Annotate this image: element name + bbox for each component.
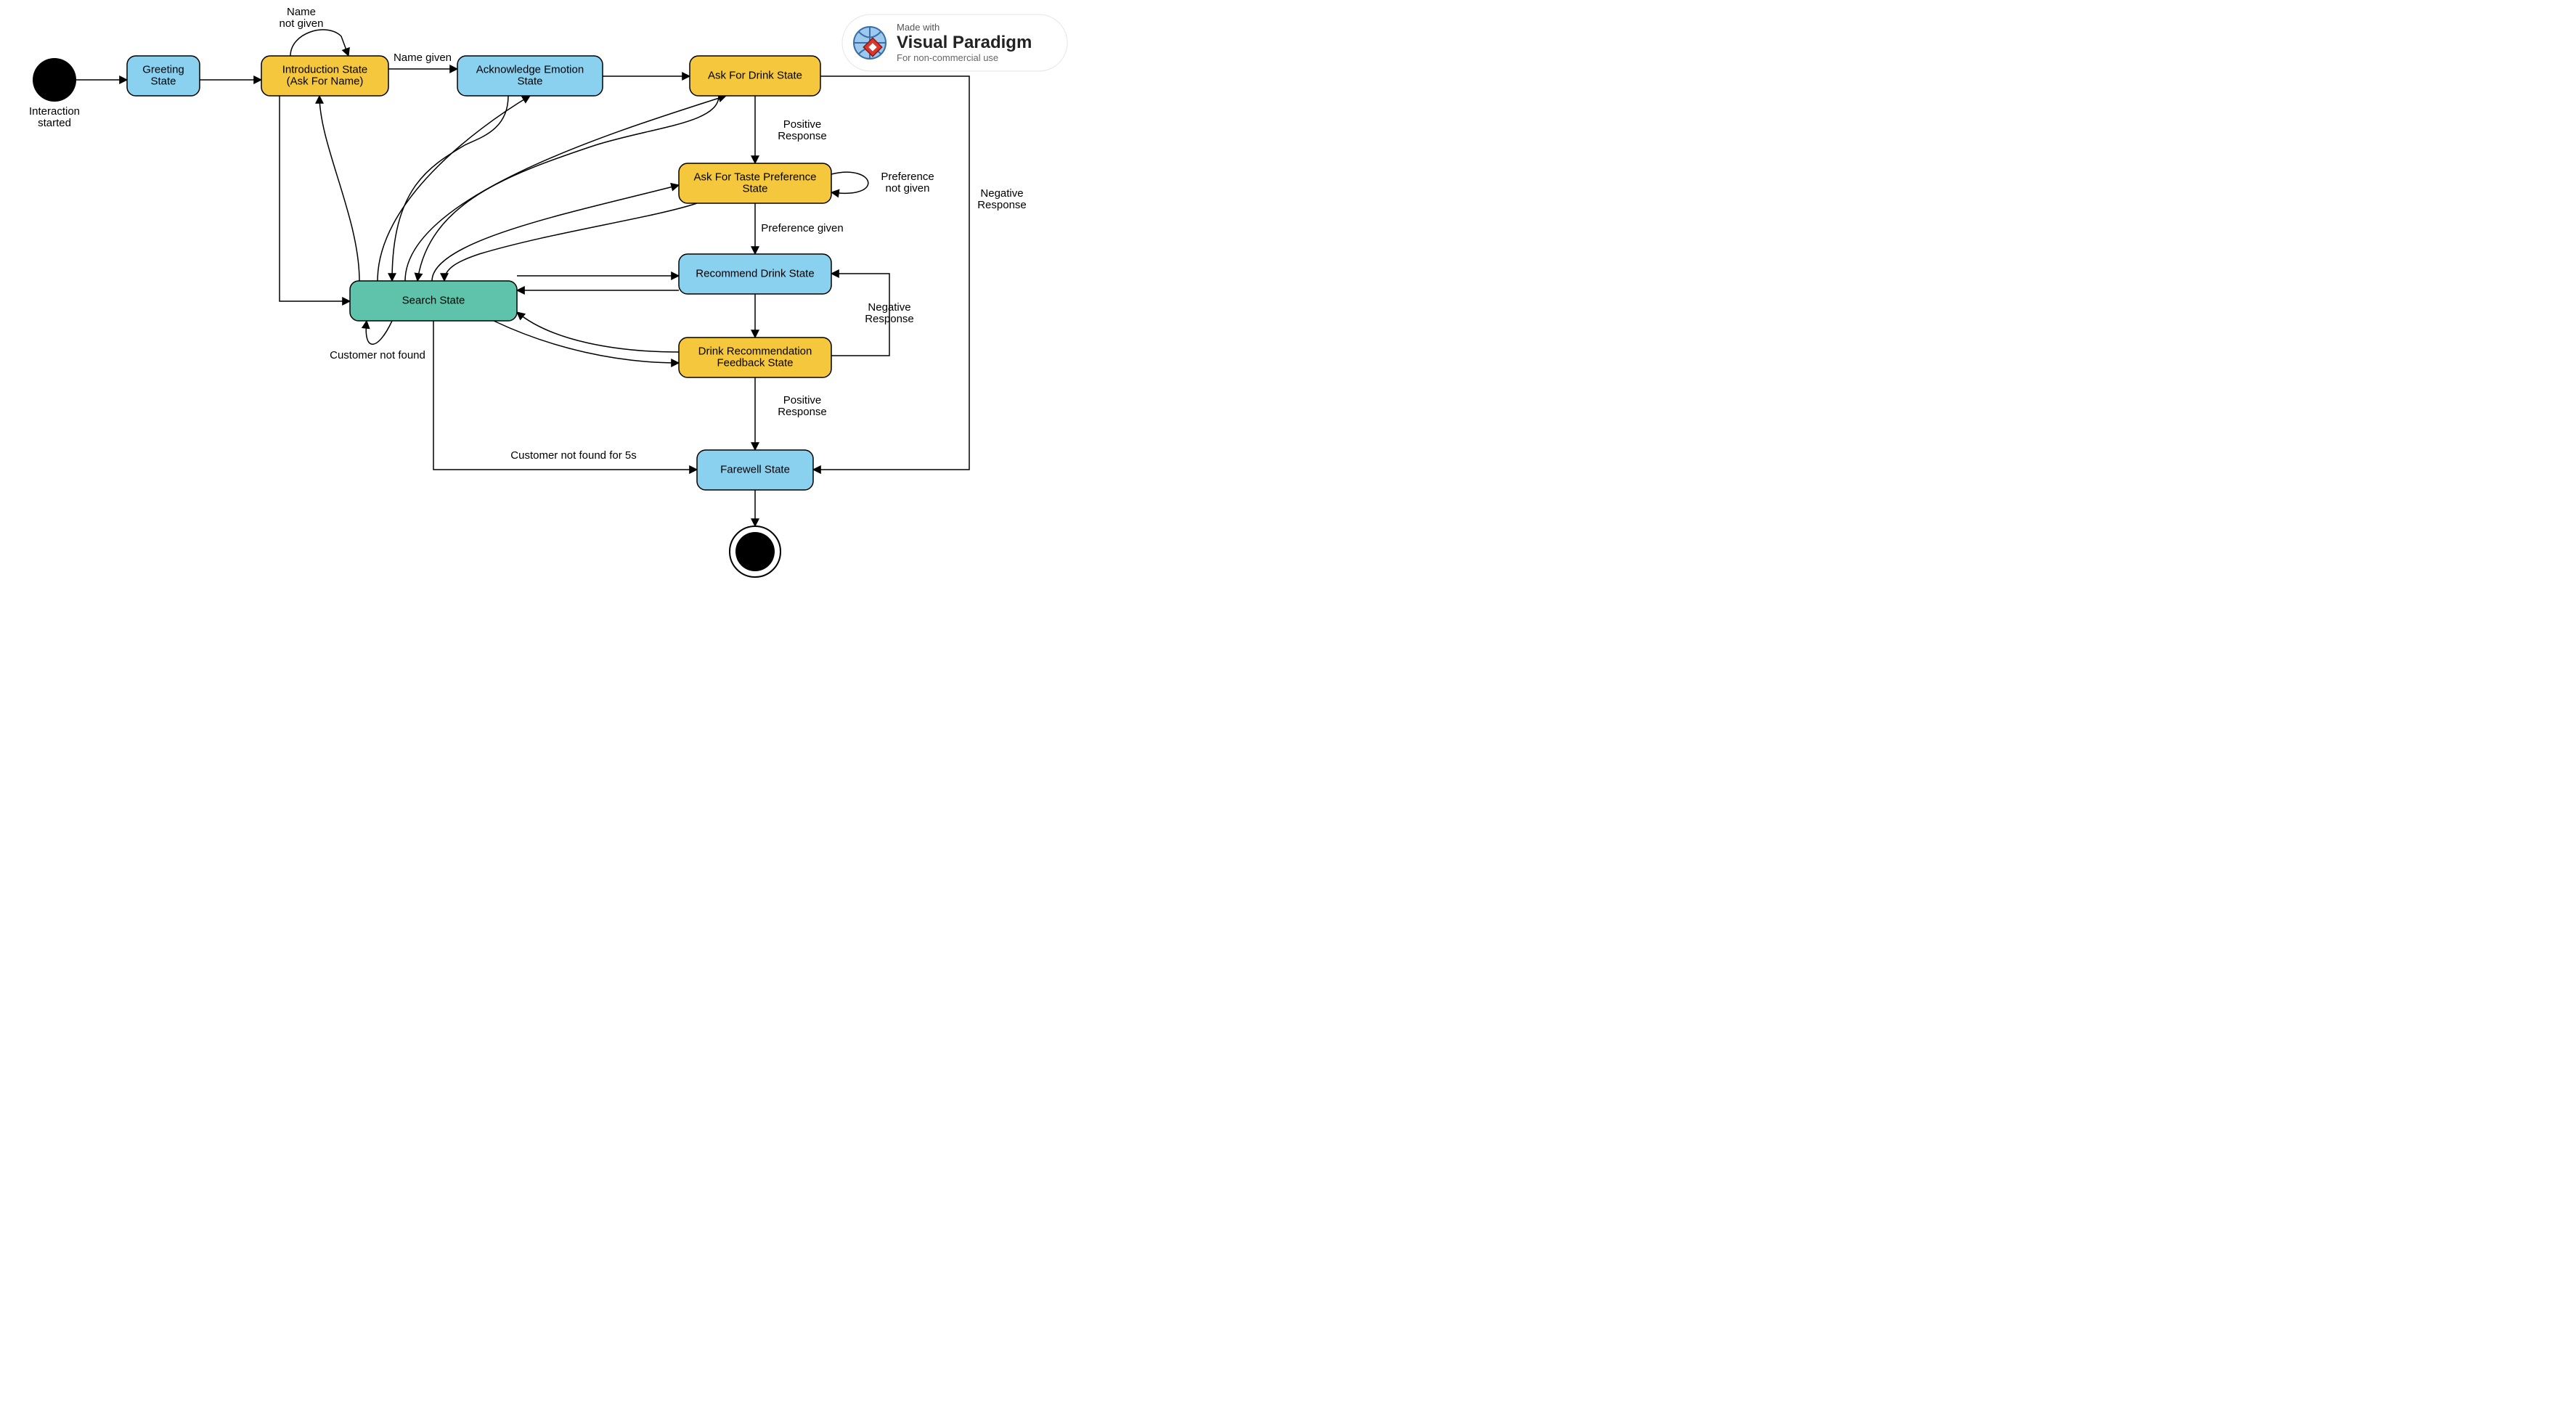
watermark-sub: For non-commercial use [897, 52, 998, 63]
node-introduction: Introduction State(Ask For Name) [261, 56, 388, 96]
e-askdrink-search [417, 96, 719, 281]
e-askdrink-fare-neg [813, 76, 969, 470]
node-search: Search State [350, 281, 517, 321]
e-intro-search [280, 96, 350, 301]
e-feedback-search [517, 312, 679, 352]
e-pref-rec-label: Preference given [761, 222, 843, 234]
e-pref-self-label: Preferencenot given [881, 171, 934, 195]
svg-text:Ask For Drink State: Ask For Drink State [708, 69, 802, 81]
watermark: Made with Visual Paradigm For non-commer… [842, 15, 1067, 71]
nodes: Interactionstarted GreetingState Introduct… [29, 56, 831, 577]
node-initial: Interactionstarted [29, 58, 80, 129]
watermark-brand: Visual Paradigm [897, 33, 1032, 52]
svg-text:Interactionstarted: Interactionstarted [29, 105, 80, 129]
e-search-ack [378, 96, 530, 281]
e-search-intro [319, 96, 359, 281]
e-search-feedback [494, 321, 679, 363]
edge-labels: Name given Namenot given Preferencenot giv… [280, 6, 1027, 462]
node-farewell: Farewell State [697, 450, 813, 490]
node-ack_emotion: Acknowledge EmotionState [457, 56, 603, 96]
e-intro-self-label: Namenot given [280, 6, 324, 30]
e-intro-ack-label: Name given [394, 52, 452, 64]
e-askdrink-fare-neg-label: NegativeResponse [977, 187, 1027, 211]
watermark-made: Made with [897, 22, 939, 33]
e-askdrink-pref-label: PositiveResponse [778, 118, 827, 142]
e-pref-search [444, 203, 697, 281]
e-feedback-fare-label: PositiveResponse [778, 394, 827, 418]
e-search-self-label: Customer not found [330, 349, 425, 361]
svg-text:Search State: Search State [402, 294, 465, 306]
e-intro-self [290, 30, 349, 56]
e-pref-self [831, 172, 868, 193]
e-feedback-rec-neg-label: NegativeResponse [865, 301, 914, 325]
svg-text:Farewell State: Farewell State [720, 463, 790, 475]
node-ask_pref: Ask For Taste PreferenceState [679, 163, 831, 203]
e-search-self [366, 321, 392, 344]
node-ask_drink: Ask For Drink State [690, 56, 820, 96]
svg-text:Introduction State(Ask For Nam: Introduction State(Ask For Name) [282, 63, 368, 87]
node-greeting: GreetingState [127, 56, 200, 96]
e-search-fare-5s-label: Customer not found for 5s [510, 449, 636, 462]
node-final [730, 526, 780, 577]
svg-text:Recommend Drink State: Recommend Drink State [696, 267, 814, 279]
node-feedback: Drink RecommendationFeedback State [679, 338, 831, 377]
node-recommend: Recommend Drink State [679, 254, 831, 294]
e-search-fare-5s [433, 321, 697, 470]
e-ack-search [392, 96, 508, 281]
state-diagram: Interactionstarted GreetingState Introduct… [0, 0, 1104, 595]
